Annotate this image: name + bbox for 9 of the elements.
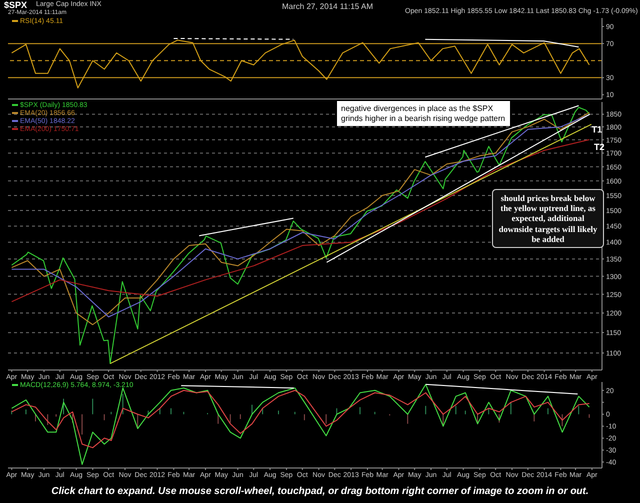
line-series <box>11 390 590 448</box>
line-series <box>11 384 590 465</box>
annotation: negative divergences in place as the $SPX grinds higher in a bearish rising wedge pattern <box>337 101 510 126</box>
text: March 27, 2014 11:15 AM <box>282 2 374 12</box>
chart-title: $SPX <box>4 0 28 10</box>
text: Click chart to expand. Use mouse scroll-wheel, touchpad, or drag bottom right corner of image to zoom in or out. <box>50 486 590 498</box>
annotation: T1 <box>592 124 602 135</box>
annotation: should prices break below the yellow uptrend line, as expected, additional downside targets will likely be added <box>492 189 604 248</box>
annotation: T2 <box>594 142 605 153</box>
